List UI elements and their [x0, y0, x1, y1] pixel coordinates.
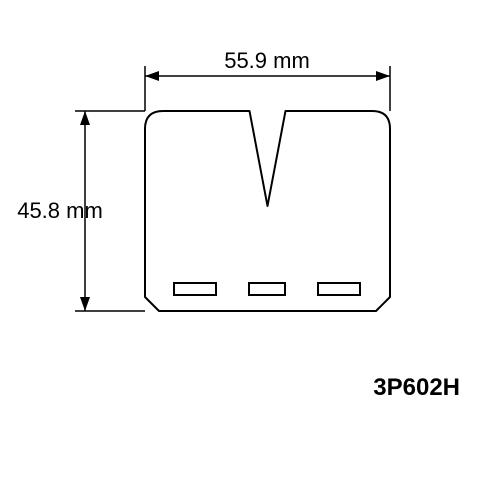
slot-center — [249, 283, 285, 295]
height-dimension-label: 45.8 mm — [17, 198, 103, 223]
part-number-label: 3P602H — [373, 374, 460, 401]
slot-left — [174, 283, 216, 295]
width-dimension-label: 55.9 mm — [224, 48, 310, 73]
part-outline — [145, 111, 390, 311]
slot-right — [318, 283, 360, 295]
arrowhead — [80, 111, 90, 125]
arrowhead — [80, 297, 90, 311]
arrowhead — [376, 71, 390, 81]
arrowhead — [145, 71, 159, 81]
